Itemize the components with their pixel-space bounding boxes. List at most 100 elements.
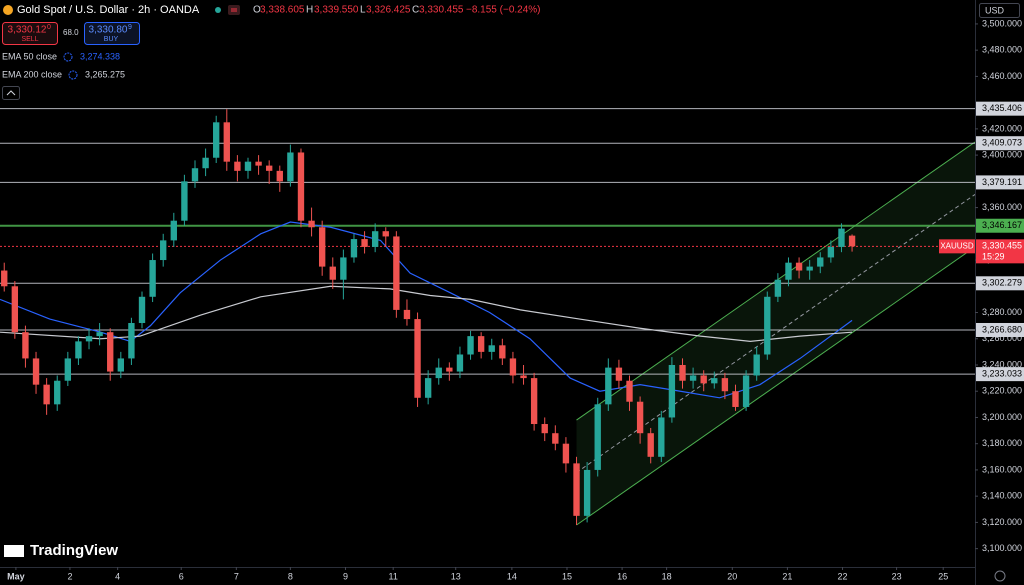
- candle-body: [679, 364, 686, 381]
- x-tick-label: 7: [234, 571, 239, 581]
- indicator-line: [0, 285, 853, 342]
- candle-body: [753, 354, 760, 376]
- price-tag-label: 3,330.455: [982, 241, 1022, 251]
- channel-lower: [576, 246, 975, 526]
- candle-body: [138, 296, 146, 324]
- ohlc-value: 3,338.605: [260, 5, 305, 16]
- candle-body: [499, 345, 506, 359]
- x-tick-label: 6: [179, 571, 184, 581]
- candle-body: [32, 358, 40, 385]
- x-tick-label: May: [7, 571, 25, 581]
- candle-body: [276, 170, 283, 182]
- candle-body: [456, 354, 464, 372]
- buy-button[interactable]: [84, 22, 140, 45]
- currency-button[interactable]: [979, 3, 1020, 18]
- y-tick-label: 3,200.000: [982, 412, 1022, 422]
- sell-label: SELL: [21, 36, 38, 43]
- alert-icon: [228, 5, 240, 15]
- sell-button[interactable]: [2, 22, 58, 45]
- candle-body: [488, 345, 495, 352]
- candle-body: [266, 165, 273, 171]
- ohlc-value: 3,326.425: [366, 5, 411, 16]
- candle-body: [541, 424, 548, 434]
- ohlc-change: −8.155 (−0.24%): [466, 5, 541, 16]
- candle-body: [1, 270, 8, 287]
- buy-price-sup: 9: [128, 24, 132, 31]
- level-tag: [976, 101, 1024, 116]
- candle-body: [160, 240, 167, 261]
- candle-body: [308, 220, 315, 228]
- x-tick-label: 23: [892, 571, 902, 581]
- x-tick-label: 13: [451, 571, 461, 581]
- x-tick-label: 20: [727, 571, 737, 581]
- y-tick-label: 3,160.000: [982, 464, 1022, 474]
- y-tick-label: 3,140.000: [982, 491, 1022, 501]
- y-tick-label: 3,280.000: [982, 307, 1022, 317]
- symbol-icon: [3, 5, 13, 15]
- candle-body: [107, 332, 114, 372]
- plot-area: [0, 108, 975, 526]
- indicator-value: 3,265.275: [85, 69, 125, 79]
- y-tick-label: 3,260.000: [982, 333, 1022, 343]
- candle-body: [721, 378, 729, 392]
- symbol-title[interactable]: Gold Spot / U.S. Dollar · 2h · OANDA: [17, 4, 200, 16]
- candle-body: [583, 469, 591, 516]
- market-status: [215, 7, 221, 13]
- level-label: 3,435.406: [982, 103, 1022, 113]
- symbol-tag-label: XAUUSD: [940, 241, 974, 250]
- ohlc-key: L: [360, 5, 366, 16]
- ohlc-value: 3,339.550: [314, 5, 359, 16]
- candle-body: [22, 332, 29, 359]
- candle-body: [700, 375, 707, 384]
- candle-body: [43, 384, 50, 405]
- x-tick-label: 15: [562, 571, 572, 581]
- y-tick-label: 3,220.000: [982, 386, 1022, 396]
- x-tick-label: 18: [662, 571, 672, 581]
- candle-body: [329, 266, 336, 280]
- ohlc-key: C: [412, 5, 419, 16]
- candle-body: [552, 433, 559, 444]
- candle-body: [668, 364, 676, 418]
- candle-body: [530, 378, 538, 425]
- candle-body: [785, 262, 792, 280]
- symbol-tag: [939, 239, 975, 254]
- sell-price: 3,330.12: [8, 25, 47, 36]
- indicator-line: [0, 221, 853, 399]
- x-tick-label: 22: [838, 571, 848, 581]
- candle-body: [297, 152, 305, 221]
- candle-body: [255, 161, 262, 166]
- collapse-button[interactable]: [2, 86, 20, 100]
- candle-body: [732, 391, 739, 407]
- y-tick-label: 3,180.000: [982, 438, 1022, 448]
- level-tag: [976, 276, 1024, 291]
- indicator-icon: [63, 52, 73, 62]
- indicator-name[interactable]: EMA 200 close: [2, 69, 62, 79]
- candle-body: [213, 122, 220, 158]
- x-tick-label: 4: [115, 571, 120, 581]
- candle-body: [477, 336, 485, 352]
- candle-body: [689, 375, 697, 381]
- indicator-icon: [68, 70, 78, 80]
- level-label: 3,302.279: [982, 278, 1022, 288]
- candle-body: [838, 228, 845, 247]
- candle-body: [75, 341, 82, 359]
- candle-body: [11, 286, 19, 333]
- candle-body: [562, 443, 570, 464]
- y-tick-label: 3,120.000: [982, 517, 1022, 527]
- y-tick-label: 3,460.000: [982, 71, 1022, 81]
- sell-price-sup: 0: [47, 24, 51, 31]
- level-label: 3,266.680: [982, 324, 1022, 334]
- ohlc-key: H: [306, 5, 313, 16]
- currency: USD: [985, 5, 1005, 15]
- x-tick-label: 11: [389, 571, 398, 581]
- y-tick-label: 3,500.000: [982, 18, 1022, 28]
- brand-logo: [4, 545, 24, 557]
- candle-body: [509, 358, 517, 376]
- candle-body: [647, 433, 654, 457]
- settings-icon[interactable]: [994, 570, 1006, 582]
- buy-price: 3,330.80: [89, 25, 128, 36]
- candle-body: [149, 260, 156, 297]
- candle-body: [605, 367, 612, 405]
- indicator-name[interactable]: EMA 50 close: [2, 51, 57, 61]
- candle-body: [234, 161, 241, 171]
